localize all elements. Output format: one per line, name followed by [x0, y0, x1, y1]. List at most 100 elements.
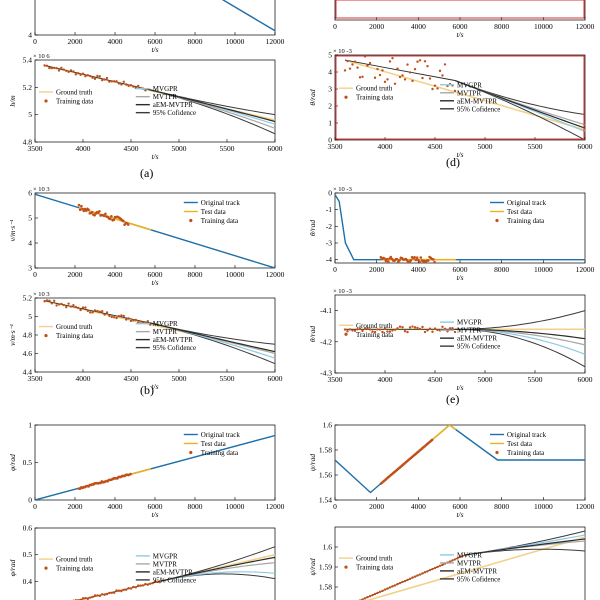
training-point — [383, 80, 387, 84]
training-point — [396, 327, 399, 330]
training-point — [416, 60, 419, 63]
training-point — [115, 316, 118, 320]
y-tick-label: 4 — [328, 68, 332, 77]
highlight-frame-top — [335, 0, 585, 19]
x-tick-label: 4000 — [108, 37, 123, 46]
axis-exponent: × 10 -3 — [333, 186, 352, 193]
x-tick-label: 2000 — [68, 37, 83, 46]
panel-f-top: 0 2000 4000 6000 8000 10000 12000 1.54 1.56 1.58 1… — [308, 421, 595, 520]
legend-label: MVTPR — [153, 328, 177, 336]
x-tick-label: 5500 — [220, 144, 235, 153]
training-point — [62, 68, 65, 71]
training-point — [50, 302, 53, 305]
y-tick-label: -1 — [326, 205, 332, 214]
training-point — [421, 325, 424, 329]
training-point — [108, 591, 111, 595]
training-point — [139, 320, 142, 323]
training-point — [414, 258, 418, 262]
training-point — [393, 328, 397, 331]
training-point — [389, 255, 393, 259]
x-tick-label: 4000 — [108, 270, 123, 279]
training-point — [98, 75, 102, 78]
x-tick-label: 10000 — [226, 270, 245, 279]
training-point — [125, 83, 128, 86]
training-point — [388, 586, 392, 589]
y-tick-label: 4.6 — [23, 349, 33, 358]
training-point — [417, 258, 420, 262]
training-point — [361, 75, 364, 78]
training-point — [134, 586, 137, 589]
training-point — [386, 330, 389, 333]
legend-label: Test data — [201, 208, 227, 216]
plot-area — [343, 55, 585, 140]
training-point — [343, 69, 347, 72]
plot-frame — [334, 192, 586, 264]
training-point — [67, 302, 70, 305]
training-point — [438, 564, 442, 567]
training-point — [363, 597, 367, 600]
x-tick-label: 2000 — [369, 265, 384, 274]
training-point — [343, 328, 347, 331]
x-tick-label: 0 — [333, 22, 337, 31]
caption-d: (d) — [446, 155, 460, 169]
aem-mvtpr-line — [454, 328, 585, 340]
y-tick-label: 1.6 — [323, 421, 333, 430]
x-tick-label: 5500 — [528, 142, 543, 151]
ground-truth-line — [344, 59, 585, 131]
training-point — [413, 575, 417, 578]
training-point — [91, 76, 94, 80]
training-point — [403, 329, 407, 333]
training-point — [411, 325, 414, 328]
plot-area — [72, 546, 275, 600]
test-data-line — [78, 207, 152, 231]
training-point — [69, 69, 73, 72]
y-tick-label: 1.56 — [319, 471, 332, 480]
training-point — [353, 329, 357, 332]
aem-mvtpr-line — [464, 538, 585, 556]
training-point — [366, 327, 369, 330]
legend-label: MVGPR — [153, 552, 178, 560]
x-tick-label: 10000 — [226, 502, 245, 511]
caption-a: (a) — [140, 166, 154, 180]
training-point — [153, 580, 157, 583]
axis-exponent: × 10 3 — [33, 291, 50, 298]
training-point — [60, 66, 63, 70]
training-point — [411, 576, 414, 579]
training-point — [151, 581, 154, 585]
training-point — [60, 302, 63, 306]
training-point — [391, 56, 394, 60]
training-point — [356, 327, 359, 331]
plot-frame — [334, 294, 586, 374]
training-point — [65, 305, 68, 309]
training-point — [421, 76, 424, 80]
training-point — [115, 80, 118, 83]
x-axis-label: t/s — [151, 510, 158, 519]
y-tick-label: 1 — [328, 119, 332, 128]
training-point — [144, 89, 147, 92]
plot-area — [221, 0, 275, 32]
legend-label: MVGPR — [153, 320, 178, 328]
training-point — [373, 76, 377, 79]
training-point — [371, 330, 374, 333]
y-tick-label: 4.8 — [23, 138, 33, 147]
x-tick-label: 10000 — [534, 502, 553, 511]
x-axis-label: t/s — [456, 273, 463, 282]
training-point — [105, 592, 109, 596]
x-tick-label: 6000 — [453, 502, 468, 511]
axis-exponent: × 10 -3 — [333, 288, 352, 295]
training-point — [423, 330, 427, 334]
legend-label: MVTPR — [153, 93, 177, 101]
training-point — [436, 87, 439, 90]
training-point — [79, 73, 82, 77]
fit-line — [77, 580, 160, 600]
training-point — [112, 218, 116, 222]
x-tick-label: 2000 — [369, 22, 384, 31]
training-point — [351, 63, 354, 66]
training-point — [356, 66, 359, 69]
fit-line — [344, 59, 456, 81]
legend-marker — [44, 333, 48, 338]
training-point — [348, 328, 352, 331]
